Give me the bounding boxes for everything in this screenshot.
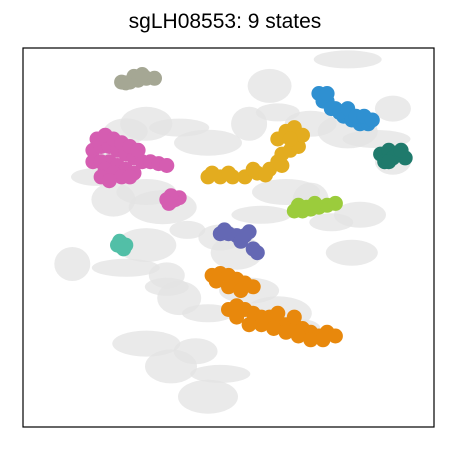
data-point [253, 317, 269, 333]
background-cell-blob [342, 130, 411, 148]
data-point [327, 328, 343, 344]
background-cell-blob [169, 220, 206, 239]
data-point [290, 328, 306, 344]
background-cell-blob [182, 304, 234, 323]
data-point [134, 67, 150, 82]
data-point [233, 233, 249, 249]
background-cell-blob [178, 379, 238, 414]
data-point [229, 309, 245, 325]
data-point [118, 75, 134, 91]
data-point [147, 70, 162, 86]
chart-title: sgLH08553: 9 states [128, 10, 322, 33]
background-cell-blob [325, 239, 378, 266]
state-clusters [85, 67, 413, 348]
data-point [161, 195, 177, 211]
data-point [216, 222, 232, 238]
cluster-state-1 [114, 67, 162, 91]
cluster-state-5 [200, 120, 310, 185]
data-point [286, 309, 302, 325]
data-point [130, 142, 146, 158]
background-cell-blob [91, 258, 160, 277]
cluster-state-8 [286, 195, 343, 219]
data-point [116, 241, 132, 257]
data-point [278, 324, 294, 340]
data-point [282, 131, 298, 147]
background-cell-blob [374, 95, 411, 122]
data-point [241, 317, 257, 333]
data-point [266, 321, 282, 336]
background-cell-blob [145, 349, 197, 384]
cluster-state-4 [110, 233, 134, 257]
data-point [381, 154, 397, 170]
data-point [245, 161, 261, 177]
data-point [159, 158, 175, 173]
data-point [258, 167, 273, 183]
data-point [208, 273, 224, 289]
cluster-state-3 [159, 188, 187, 211]
data-point [303, 332, 319, 348]
data-point [319, 86, 335, 101]
data-point [270, 305, 286, 321]
background-cell-blob [116, 228, 177, 263]
background-cell-blob [313, 50, 382, 69]
data-point [233, 283, 249, 299]
data-point [221, 279, 236, 295]
cluster-state-2 [85, 127, 175, 189]
data-point [307, 195, 323, 211]
data-point [221, 165, 236, 181]
data-point [245, 279, 261, 295]
data-point [122, 169, 138, 185]
data-point [204, 165, 220, 181]
background-cell-blob [54, 247, 91, 281]
data-point [101, 173, 117, 189]
background-cell-blob [174, 129, 242, 156]
background-cell-blob [231, 205, 292, 224]
cluster-state-10 [204, 266, 343, 348]
data-point [327, 195, 343, 211]
cluster-state-6 [311, 86, 380, 132]
data-point [393, 142, 409, 158]
background-cell-blob [112, 330, 181, 357]
background-cell-blob [144, 277, 189, 296]
data-point [315, 332, 331, 348]
cluster-state-7 [373, 142, 413, 170]
cluster-state-9 [212, 222, 265, 261]
background-cell-blob [247, 68, 292, 103]
data-point [295, 127, 310, 143]
background-cell-blob [190, 364, 251, 383]
background-cell-blob [334, 201, 386, 228]
data-point [249, 245, 265, 261]
data-point [364, 112, 380, 128]
